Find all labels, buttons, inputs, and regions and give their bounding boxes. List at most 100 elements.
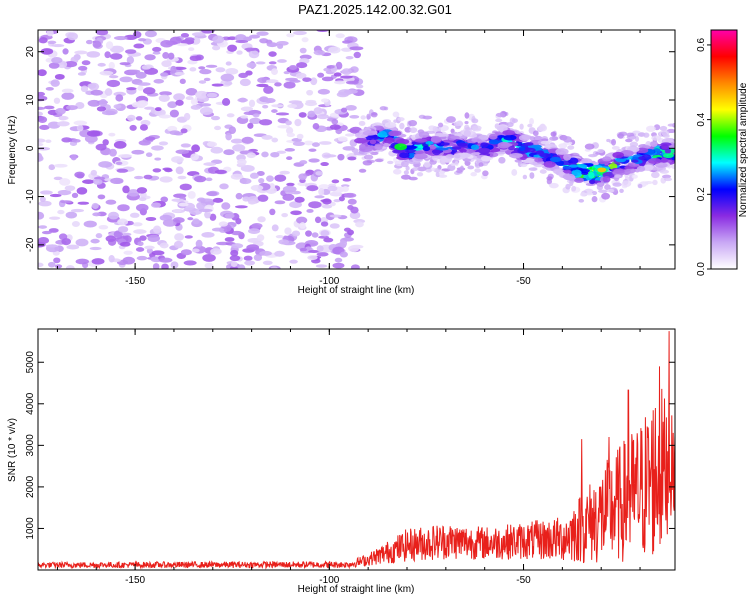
heatmap-cell (456, 142, 468, 147)
heatmap-cell (145, 216, 157, 221)
heatmap-cell (49, 193, 62, 198)
heatmap-cell (155, 107, 162, 112)
heatmap-cell (337, 136, 348, 142)
heatmap-cell (266, 175, 274, 182)
heatmap-cell (588, 171, 595, 179)
heatmap-cell (158, 257, 173, 263)
heatmap-cell (218, 221, 228, 227)
heatmap-cell (268, 51, 277, 57)
heatmap-cell (318, 141, 332, 145)
heatmap-cell (147, 234, 161, 243)
heatmap-cell (400, 174, 411, 180)
heatmap-cell (61, 88, 74, 93)
heatmap-cell (113, 91, 127, 97)
heatmap-cell (126, 56, 135, 65)
heatmap-cell (136, 255, 148, 261)
heatmap-cell (597, 167, 607, 173)
heatmap-cell (225, 68, 239, 75)
heatmap-cell (80, 85, 89, 93)
heatmap-cell (302, 77, 312, 82)
heatmap-cell (246, 244, 260, 251)
heatmap-cell (378, 130, 388, 138)
heatmap-cell (482, 170, 489, 177)
heatmap-cell (185, 96, 194, 101)
heatmap-cell (129, 212, 140, 218)
heatmap-cell (246, 152, 256, 159)
heatmap-cell (45, 244, 59, 248)
heatmap-cell (638, 156, 645, 161)
heatmap-cell (76, 124, 84, 132)
heatmap-cell (408, 152, 415, 159)
heatmap-cell (621, 180, 632, 188)
heatmap-cell (275, 112, 290, 116)
heatmap-cell (422, 115, 433, 120)
heatmap-cell (262, 260, 273, 265)
heatmap-cell (662, 153, 674, 159)
heatmap-cell (670, 164, 675, 170)
heatmap-cell (287, 104, 298, 109)
heatmap-cell (169, 109, 180, 118)
colorbar-tick-label: 0.6 (696, 38, 707, 52)
heatmap-cell (356, 84, 364, 89)
heatmap-cell (173, 66, 187, 71)
heatmap-cell (117, 218, 129, 226)
heatmap-cell (344, 133, 355, 137)
heatmap-cell (405, 165, 410, 171)
heatmap-cell (110, 45, 124, 54)
heatmap-cell (227, 36, 238, 41)
heatmap-cell (174, 233, 184, 241)
heatmap-cell (248, 200, 257, 205)
heatmap-cell (285, 126, 294, 135)
heatmap-cell (435, 147, 449, 151)
heatmap-cell (409, 127, 418, 133)
heatmap-cell (150, 202, 162, 208)
heatmap-cell (358, 120, 366, 126)
heatmap-cell (337, 153, 345, 161)
heatmap-cell (480, 142, 489, 148)
heatmap-cell (354, 137, 368, 144)
heatmap-cell (119, 62, 131, 66)
heatmap-cell (488, 139, 500, 145)
heatmap-cell (671, 156, 675, 161)
x-tick-label: -50 (516, 575, 531, 586)
heatmap-cell (316, 252, 329, 257)
heatmap-cell (522, 174, 528, 180)
heatmap-cell (343, 89, 358, 94)
heatmap-cell (240, 165, 255, 172)
heatmap-cell (57, 121, 70, 127)
heatmap-cell (393, 119, 398, 123)
colorbar-gradient (710, 29, 738, 270)
heatmap-cell (256, 171, 265, 176)
heatmap-cell (296, 133, 304, 140)
heatmap-cell (454, 161, 459, 166)
heatmap-cell (265, 79, 279, 84)
heatmap-cell (99, 99, 108, 107)
heatmap-cell (86, 130, 101, 137)
heatmap-cell (160, 196, 169, 203)
heatmap-cell (47, 40, 57, 45)
heatmap-cell (467, 165, 475, 170)
heatmap-cell (470, 172, 478, 177)
heatmap-cell (104, 88, 113, 96)
heatmap-cell (341, 47, 353, 52)
heatmap-cell (78, 65, 88, 71)
heatmap-cell (113, 35, 128, 41)
heatmap-cell (90, 89, 103, 96)
heatmap-cell (308, 158, 320, 163)
heatmap-cell (612, 151, 624, 159)
heatmap-cell (456, 169, 463, 174)
heatmap-cell (159, 242, 169, 249)
heatmap-cell (508, 152, 523, 159)
heatmap-cell (236, 50, 243, 55)
heatmap-cell (198, 80, 207, 84)
snr-background (38, 329, 675, 570)
heatmap-cell (206, 141, 218, 147)
heatmap-cell (284, 227, 292, 235)
bottom-x-axis-label: Height of straight line (km) (298, 584, 415, 595)
heatmap-cell (38, 111, 44, 117)
heatmap-cell (422, 146, 431, 152)
heatmap-cell (334, 80, 346, 85)
heatmap-cell (258, 177, 265, 184)
heatmap-cell (347, 204, 354, 210)
heatmap-cell (115, 94, 124, 102)
